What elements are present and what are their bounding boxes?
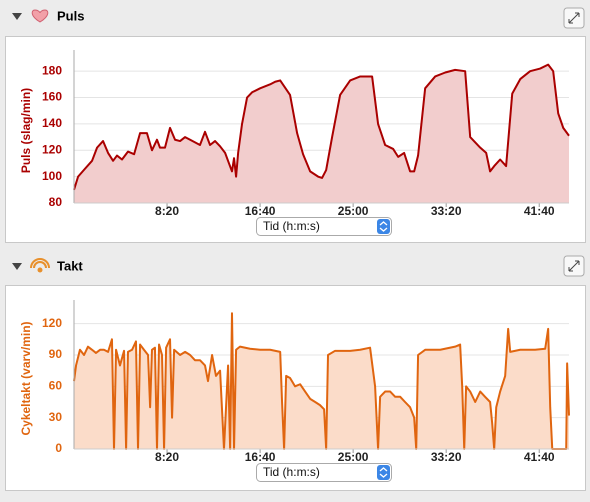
x-tick-label: 33:20 — [431, 450, 462, 464]
y-tick-label: 120 — [42, 142, 62, 156]
heart-icon — [31, 9, 49, 23]
x-tick-label: 25:00 — [338, 204, 369, 218]
cadence-icon — [30, 258, 50, 269]
line — [73, 312, 570, 450]
y-axis-label: Cykeltakt (varv/min) — [19, 321, 33, 435]
y-axis-label: Puls (slag/min) — [19, 88, 33, 173]
axis-dropdown[interactable] — [256, 463, 392, 482]
x-tick-label: 41:40 — [524, 204, 555, 218]
dropdown-arrow — [377, 219, 390, 234]
axis-dropdown-label: Tid (h:m:s) — [263, 465, 320, 479]
y-tick-label: 140 — [42, 116, 62, 130]
y-tick-label: 180 — [42, 63, 62, 77]
area — [74, 64, 569, 203]
x-tick-label: 8:20 — [155, 204, 179, 218]
expand-icon — [568, 12, 580, 24]
y-tick-label: 0 — [55, 441, 62, 455]
panel-title: Puls — [57, 8, 84, 23]
collapse-toggle[interactable] — [12, 263, 22, 270]
collapse-toggle[interactable] — [12, 13, 22, 20]
cadence-icon-dot — [37, 267, 43, 273]
area — [74, 313, 569, 449]
y-tick-label: 160 — [42, 90, 62, 104]
y-tick-label: 90 — [49, 347, 63, 361]
dropdown-arrow — [377, 465, 390, 480]
x-tick-label: 41:40 — [524, 450, 555, 464]
dropdown-arrow-icon — [379, 467, 388, 478]
x-tick-label: 16:40 — [245, 450, 276, 464]
y-tick-label: 60 — [49, 379, 63, 393]
y-tick-label: 80 — [49, 195, 63, 209]
y-tick-label: 120 — [42, 316, 62, 330]
x-tick-label: 8:20 — [155, 450, 179, 464]
axis-dropdown[interactable] — [256, 217, 392, 236]
dropdown-arrow-icon — [379, 221, 388, 232]
y-tick-label: 30 — [49, 410, 63, 424]
line — [73, 63, 570, 191]
x-tick-label: 33:20 — [431, 204, 462, 218]
y-tick-label: 100 — [42, 169, 62, 183]
panel-title: Takt — [57, 258, 83, 273]
x-tick-label: 25:00 — [338, 450, 369, 464]
expand-icon — [568, 260, 580, 272]
axis-dropdown-label: Tid (h:m:s) — [263, 219, 320, 233]
x-tick-label: 16:40 — [245, 204, 276, 218]
